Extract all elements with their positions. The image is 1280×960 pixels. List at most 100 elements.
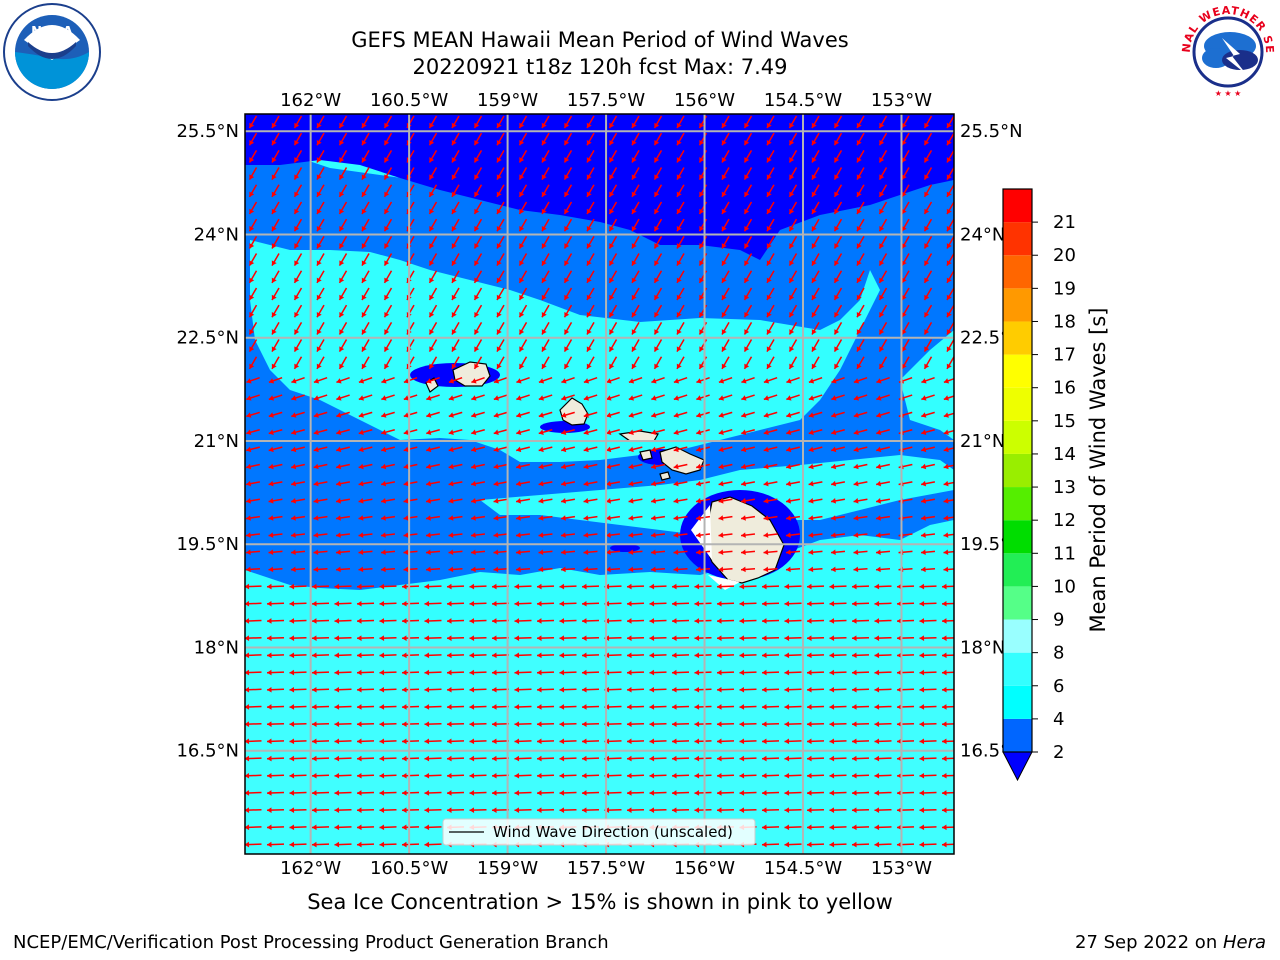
colorbar-segment <box>1003 453 1032 488</box>
wave-direction-arrow <box>538 463 553 470</box>
wave-direction-arrow <box>833 184 843 198</box>
wave-direction-arrow <box>334 755 352 762</box>
wave-direction-arrow <box>425 532 441 538</box>
wave-direction-arrow <box>428 201 438 215</box>
wave-direction-arrow <box>538 532 553 538</box>
wave-direction-arrow <box>541 356 550 370</box>
wave-direction-arrow <box>401 841 420 848</box>
wave-direction-arrow <box>586 149 595 163</box>
wave-direction-arrow <box>716 704 735 710</box>
wave-direction-arrow <box>356 738 375 745</box>
wave-direction-arrow <box>338 304 348 318</box>
wave-direction-arrow <box>293 184 303 198</box>
wave-direction-arrow <box>785 480 801 487</box>
wave-direction-arrow <box>383 235 393 249</box>
wave-direction-arrow <box>559 635 577 641</box>
wave-direction-arrow <box>361 149 370 163</box>
wave-direction-arrow <box>739 772 757 779</box>
wave-direction-arrow <box>541 235 550 249</box>
wave-direction-arrow <box>806 600 825 607</box>
wave-direction-arrow <box>605 549 621 556</box>
lon-tick-label-bottom: 157.5°W <box>567 858 646 879</box>
wave-direction-arrow <box>361 339 370 353</box>
wave-direction-arrow <box>311 652 330 659</box>
wave-direction-arrow <box>653 218 663 232</box>
wave-direction-arrow <box>829 583 847 590</box>
wave-direction-arrow <box>626 618 645 624</box>
wave-direction-arrow <box>469 600 487 607</box>
wave-direction-arrow <box>763 376 778 384</box>
wave-direction-arrow <box>356 583 375 590</box>
wave-direction-arrow <box>676 167 685 181</box>
wave-direction-arrow <box>559 755 577 762</box>
wave-direction-arrow <box>853 376 868 384</box>
wave-direction-arrow <box>266 755 285 762</box>
wave-direction-arrow <box>739 669 757 676</box>
wave-direction-arrow <box>271 253 280 267</box>
wave-direction-arrow <box>245 841 262 848</box>
wave-direction-arrow <box>608 321 618 335</box>
wave-direction-arrow <box>718 429 733 435</box>
wave-direction-arrow <box>626 652 645 659</box>
wave-direction-arrow <box>721 270 730 284</box>
wave-direction-arrow <box>763 532 778 538</box>
wave-direction-arrow <box>829 721 847 727</box>
wave-direction-arrow <box>451 218 460 232</box>
wave-direction-arrow <box>379 686 397 693</box>
wave-direction-arrow <box>518 149 528 163</box>
wave-direction-arrow <box>289 841 307 848</box>
wave-direction-arrow <box>335 532 351 538</box>
wave-direction-arrow <box>356 600 375 607</box>
wave-direction-arrow <box>451 184 460 198</box>
wave-direction-arrow <box>694 721 712 727</box>
wave-direction-arrow <box>766 115 775 129</box>
wave-direction-arrow <box>536 618 555 624</box>
wave-direction-arrow <box>739 635 757 641</box>
wave-direction-arrow <box>833 167 843 181</box>
wave-direction-arrow <box>586 356 595 370</box>
wave-direction-arrow <box>451 356 460 370</box>
wave-direction-arrow <box>290 515 306 521</box>
wave-direction-arrow <box>806 824 825 831</box>
wave-direction-arrow <box>290 498 306 504</box>
wave-direction-arrow <box>718 463 733 470</box>
wave-direction-arrow <box>853 498 868 504</box>
lon-tick-label-bottom: 160.5°W <box>370 858 449 879</box>
wave-direction-arrow <box>586 132 595 146</box>
wave-direction-arrow <box>856 201 865 215</box>
wave-direction-arrow <box>874 824 892 831</box>
wave-direction-arrow <box>856 149 865 163</box>
wave-direction-arrow <box>851 772 870 779</box>
wave-direction-arrow <box>583 549 598 556</box>
wave-direction-arrow <box>853 446 868 453</box>
wave-direction-arrow <box>671 721 690 727</box>
lon-tick-label-top: 156°W <box>674 90 735 111</box>
wave-direction-arrow <box>473 287 483 301</box>
wave-direction-arrow <box>289 652 307 659</box>
wave-direction-arrow <box>626 790 645 796</box>
wave-direction-arrow <box>536 772 555 779</box>
wave-direction-arrow <box>291 463 305 470</box>
wave-direction-arrow <box>586 115 595 129</box>
wave-direction-arrow <box>245 824 262 831</box>
wave-direction-arrow <box>919 618 937 624</box>
wave-direction-arrow <box>739 652 757 659</box>
colorbar: 2 4 6 8 9 10 11 12 13 14 15 16 17 18 19 20 21 <box>1002 188 1076 782</box>
wave-direction-arrow <box>831 446 845 453</box>
lat-tick-label-left: 18°N <box>194 637 239 658</box>
colorbar-segment <box>1003 321 1032 355</box>
wave-direction-arrow <box>358 446 373 453</box>
wave-direction-arrow <box>631 321 640 335</box>
wave-direction-arrow <box>516 446 530 453</box>
wave-direction-arrow <box>358 515 373 521</box>
lat-tick-label-left: 16.5°N <box>176 741 239 762</box>
wave-direction-arrow <box>716 807 735 813</box>
wave-direction-arrow <box>919 600 937 607</box>
wave-direction-arrow <box>379 841 397 848</box>
colorbar-tick-label: 9 <box>1053 610 1064 631</box>
wave-direction-arrow <box>473 270 483 284</box>
lon-tick-label-top: 153°W <box>871 90 932 111</box>
wave-direction-arrow <box>763 446 778 453</box>
wave-direction-arrow <box>878 321 888 335</box>
wave-direction-arrow <box>496 132 505 146</box>
